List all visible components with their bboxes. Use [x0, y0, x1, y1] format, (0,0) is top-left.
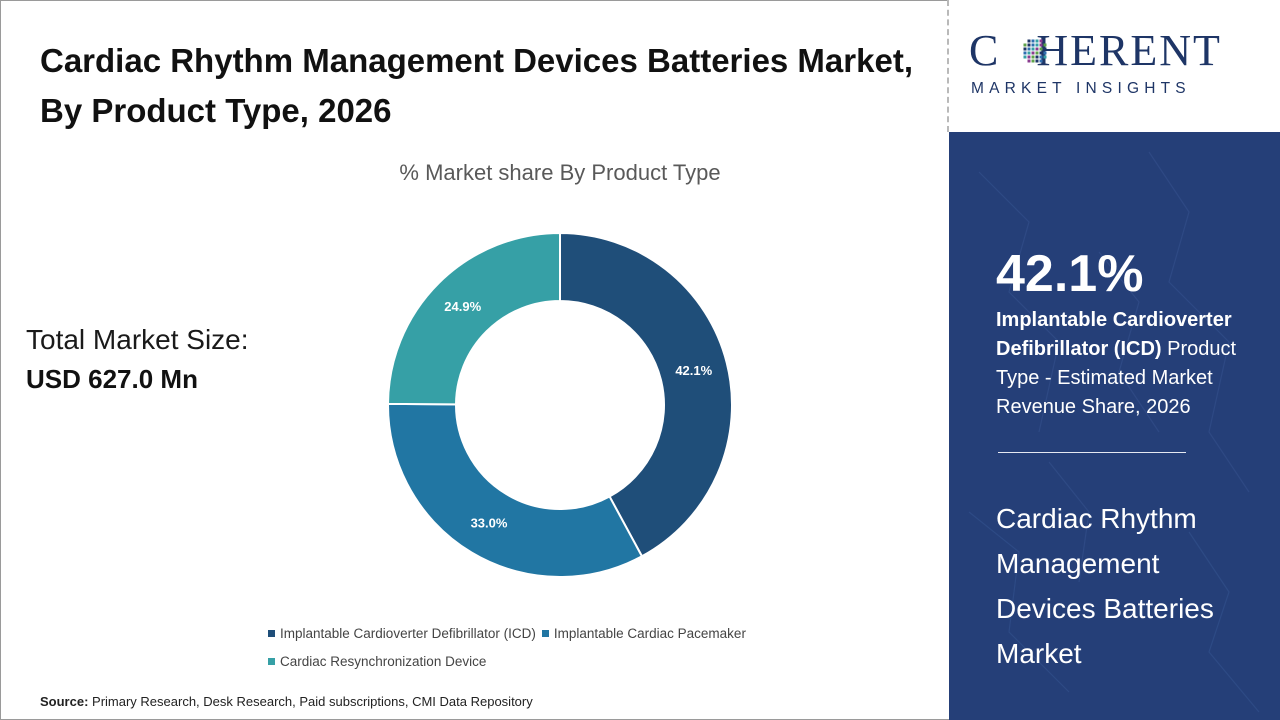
donut-slice-crt — [386, 231, 561, 406]
logo-tagline: MARKET INSIGHTS — [971, 80, 1191, 97]
chart-title: % Market share By Product Type — [399, 160, 721, 185]
source-note: Source: Primary Research, Desk Research,… — [40, 694, 533, 709]
market-name: Cardiac Rhythm Management Devices Batter… — [996, 503, 1214, 669]
highlight-value: 42.1% — [996, 245, 1144, 303]
legend-item-icd: Implantable Cardioverter Defibrillator (… — [268, 626, 536, 641]
legend-label-crt: Cardiac Resynchronization Device — [280, 653, 487, 669]
source-label: Source: — [40, 694, 89, 709]
total-market-value: USD 627.0 Mn — [26, 364, 198, 394]
highlight-description: Implantable Cardioverter Defibrillator (… — [996, 306, 1266, 422]
legend-swatch-icd — [268, 629, 275, 637]
legend-item-crt: Cardiac Resynchronization Device — [268, 654, 486, 669]
data-label-icd: 42.1% — [675, 363, 712, 378]
donut-slice-icd — [559, 231, 733, 558]
source-text: Primary Research, Desk Research, Paid su… — [92, 694, 533, 709]
panel-separator — [998, 452, 1186, 453]
donut-chart: 42.1% 33.0% 24.9% — [386, 231, 733, 578]
panel-divider — [947, 0, 949, 132]
globe-icon — [1023, 39, 1047, 63]
logo-wordmark: C HERENT — [969, 26, 1222, 75]
summary-panel: C HERENT MARKET INSIGHTS — [949, 0, 1280, 720]
chart-legend: Implantable Cardioverter Defibrillator (… — [268, 622, 808, 678]
page-title: Cardiac Rhythm Management Devices Batter… — [40, 42, 913, 129]
legend-item-pacemaker: Implantable Cardiac Pacemaker — [541, 625, 746, 641]
highlight-text: Product Type - Estimated Market Revenue … — [996, 338, 1237, 418]
data-label-crt: 24.9% — [444, 299, 481, 314]
data-label-pacemaker: 33.0% — [471, 515, 508, 530]
legend-swatch-pacemaker — [541, 629, 549, 637]
highlight-segment: Implantable Cardioverter Defibrillator (… — [996, 309, 1232, 360]
legend-label-icd: Implantable Cardioverter Defibrillator (… — [280, 625, 536, 641]
map-texture — [968, 151, 1260, 713]
donut-slice-pacemaker — [387, 402, 644, 578]
legend-swatch-crt — [268, 657, 275, 665]
total-market-label: Total Market Size: — [26, 324, 249, 355]
legend-label-pacemaker: Implantable Cardiac Pacemaker — [553, 625, 746, 641]
logo-area: C HERENT MARKET INSIGHTS — [949, 0, 1280, 132]
